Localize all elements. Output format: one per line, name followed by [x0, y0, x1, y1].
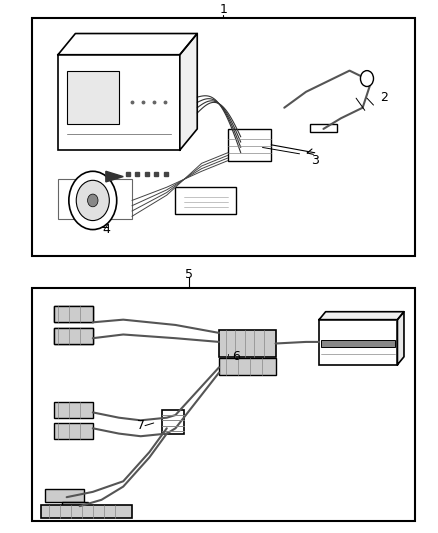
FancyBboxPatch shape — [228, 129, 271, 160]
Circle shape — [69, 171, 117, 230]
FancyBboxPatch shape — [67, 70, 119, 124]
FancyBboxPatch shape — [53, 423, 93, 439]
Text: 1: 1 — [219, 3, 227, 16]
Polygon shape — [58, 34, 197, 55]
Text: 3: 3 — [311, 154, 319, 167]
Text: 4: 4 — [102, 223, 110, 236]
FancyBboxPatch shape — [321, 340, 395, 347]
FancyBboxPatch shape — [319, 320, 397, 365]
FancyBboxPatch shape — [53, 402, 93, 418]
FancyBboxPatch shape — [162, 410, 184, 433]
FancyBboxPatch shape — [311, 124, 336, 132]
Polygon shape — [106, 171, 123, 182]
Circle shape — [76, 180, 110, 221]
Polygon shape — [319, 312, 404, 320]
FancyBboxPatch shape — [53, 306, 93, 322]
Circle shape — [360, 70, 374, 86]
FancyBboxPatch shape — [32, 18, 415, 256]
Polygon shape — [397, 312, 404, 365]
FancyBboxPatch shape — [219, 358, 276, 375]
Text: 6: 6 — [233, 350, 240, 364]
Circle shape — [88, 194, 98, 207]
FancyBboxPatch shape — [45, 489, 84, 503]
Text: 5: 5 — [184, 268, 193, 281]
FancyBboxPatch shape — [41, 505, 132, 519]
FancyBboxPatch shape — [53, 328, 93, 343]
FancyBboxPatch shape — [53, 328, 93, 343]
FancyBboxPatch shape — [58, 179, 132, 219]
Text: 7: 7 — [137, 419, 145, 432]
Text: 2: 2 — [381, 91, 389, 103]
FancyBboxPatch shape — [58, 55, 180, 150]
FancyBboxPatch shape — [53, 306, 93, 322]
FancyBboxPatch shape — [62, 503, 88, 516]
FancyBboxPatch shape — [176, 187, 237, 214]
FancyBboxPatch shape — [32, 288, 415, 521]
FancyBboxPatch shape — [219, 330, 276, 357]
Polygon shape — [180, 34, 197, 150]
